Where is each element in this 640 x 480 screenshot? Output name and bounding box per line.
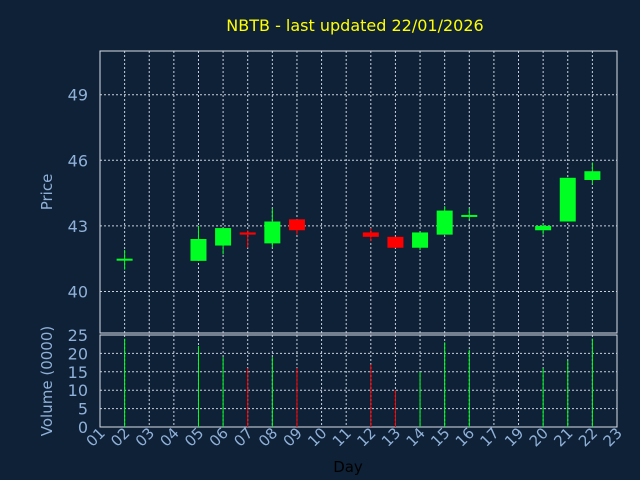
candle-body — [461, 214, 478, 217]
price-panel: 40 43 46 49 — [68, 50, 618, 334]
candle-body — [584, 171, 601, 180]
candle-body — [239, 232, 256, 235]
candle-body — [116, 258, 133, 261]
chart-title: NBTB - last updated 22/01/2026 — [226, 16, 483, 35]
price-tick-label: 46 — [68, 151, 88, 170]
candle-body — [362, 232, 379, 237]
volume-tick-label: 25 — [68, 326, 88, 345]
candle-body — [412, 232, 429, 248]
volume-axis-label: Volume (0000) — [38, 326, 56, 436]
volume-tick-label: 20 — [68, 344, 88, 363]
candle-body — [387, 236, 404, 248]
volume-tick-label: 5 — [78, 400, 88, 419]
price-tick-label: 40 — [68, 282, 88, 301]
volume-tick-label: 0 — [78, 418, 88, 437]
candle-body — [535, 225, 552, 231]
price-tick-label: 49 — [68, 86, 88, 105]
candle-body — [559, 177, 576, 222]
candle-body — [215, 228, 232, 246]
candle-body — [436, 210, 453, 235]
price-axis-label: Price — [38, 174, 56, 211]
price-panel-frame — [99, 50, 618, 334]
candle-body — [190, 239, 207, 261]
candle-body — [288, 219, 305, 231]
price-tick-label: 43 — [68, 217, 88, 236]
x-axis-label: Day — [333, 458, 363, 476]
volume-panel-frame — [99, 334, 618, 428]
candle-body — [264, 221, 281, 244]
volume-tick-label: 10 — [68, 381, 88, 400]
volume-tick-label: 15 — [68, 363, 88, 382]
